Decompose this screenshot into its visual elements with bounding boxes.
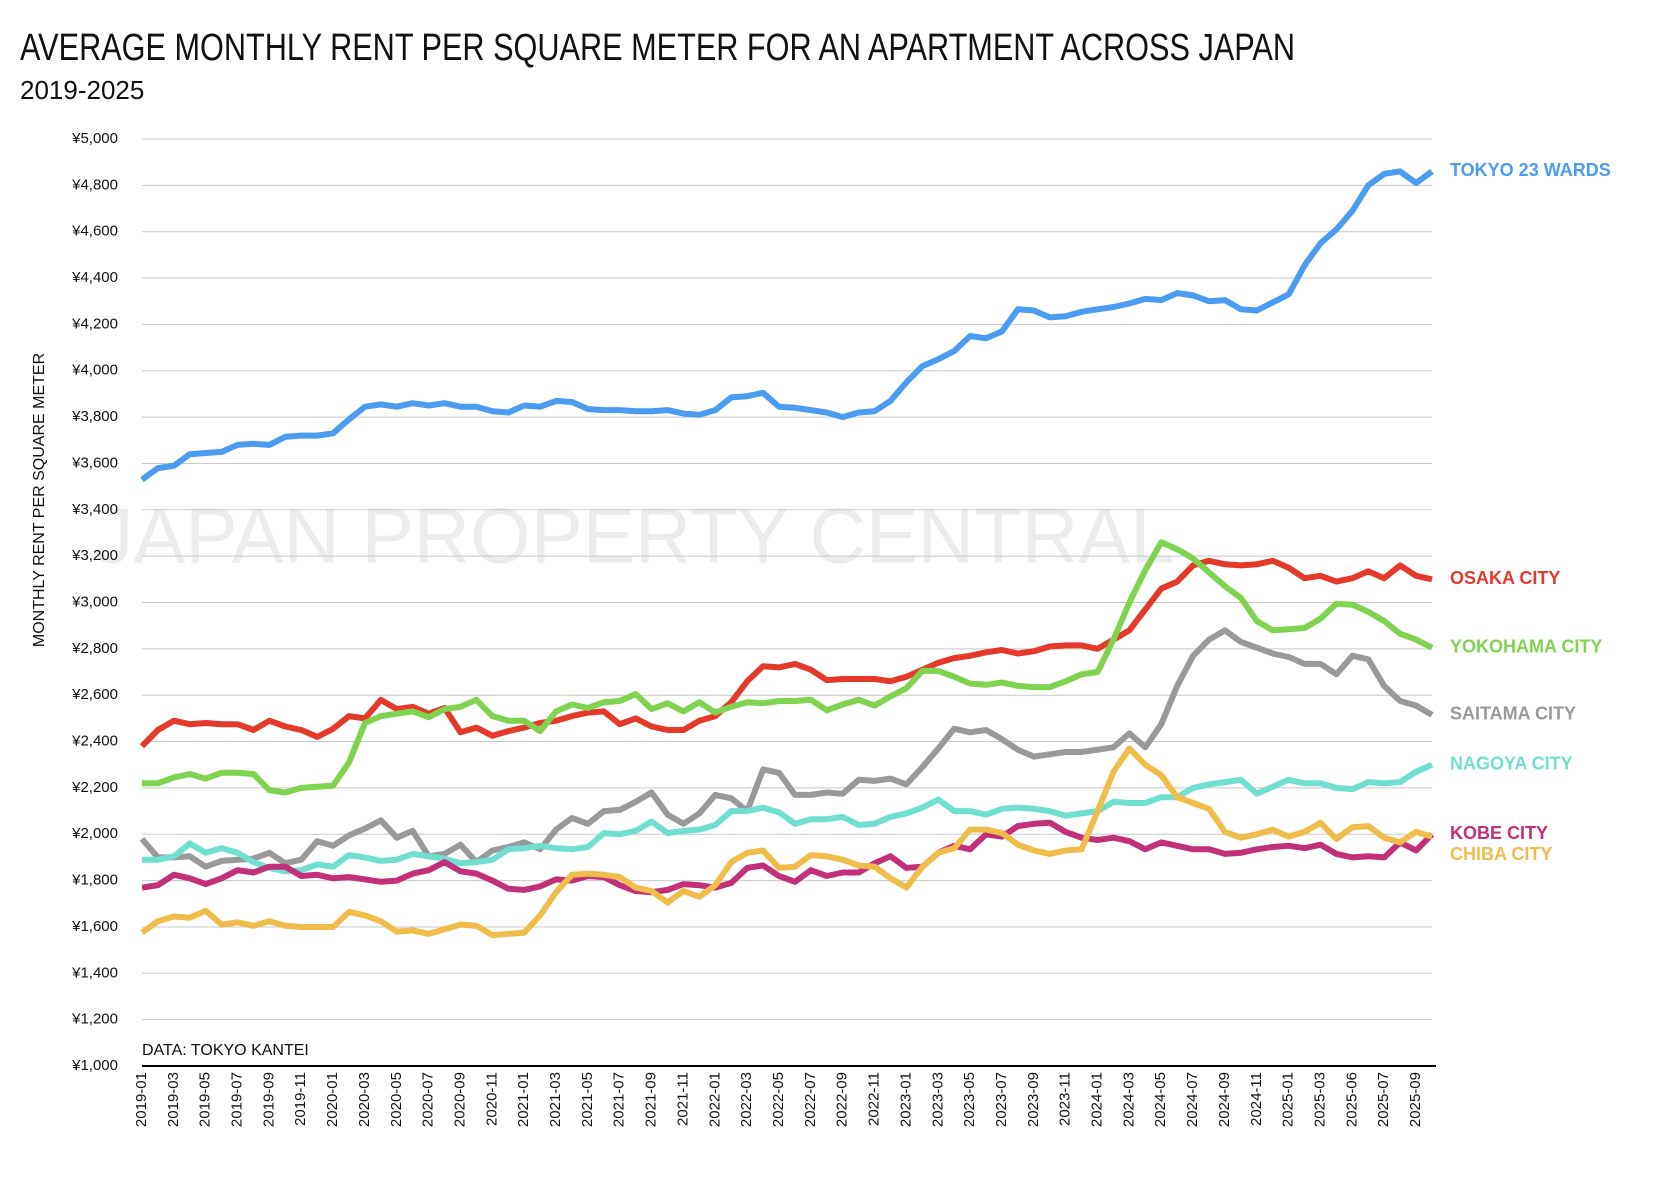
x-tick-label: 2025-07 [1375,1072,1392,1127]
legend-label: CHIBA CITY [1450,844,1552,864]
legend-label: NAGOYA CITY [1450,753,1573,773]
x-tick-label: 2021-09 [643,1072,660,1127]
legend-label: TOKYO 23 WARDS [1450,160,1611,180]
y-axis-title: MONTHLY RENT PER SQUARE METER [31,353,48,647]
y-tick-label: ¥3,400 [71,501,118,518]
x-tick-label: 2023-03 [929,1072,946,1127]
x-tick-label: 2021-07 [611,1072,628,1127]
x-tick-label: 2025-06 [1343,1072,1360,1127]
series-line [139,627,1434,870]
y-tick-label: ¥2,600 [71,686,118,703]
x-tick-label: 2021-05 [579,1072,596,1127]
x-tick-label: 2024-07 [1184,1072,1201,1127]
x-tick-label: 2020-07 [420,1072,437,1127]
x-tick-label: 2023-01 [897,1072,914,1127]
series-line [139,557,1433,749]
watermark: JAPAN PROPERTY CENTRAL [94,492,1173,580]
y-tick-label: ¥4,200 [71,315,118,332]
x-tick-label: 2022-05 [770,1072,787,1127]
y-tick-label: ¥2,400 [71,733,118,750]
series-line [142,761,1434,875]
x-tick-label: 2020-05 [388,1072,405,1127]
y-tick-label: ¥5,000 [71,130,118,147]
x-tick-label: 2024-05 [1152,1072,1169,1127]
x-tick-label: 2019-05 [197,1072,214,1127]
y-tick-label: ¥4,600 [71,223,118,240]
y-tick-label: ¥3,600 [71,454,118,471]
x-tick-label: 2022-07 [802,1072,819,1127]
x-tick-label: 2020-01 [324,1072,341,1127]
y-tick-label: ¥2,800 [71,640,118,657]
x-tick-label: 2024-01 [1089,1072,1106,1127]
x-tick-label: 2022-01 [706,1072,723,1127]
y-tick-label: ¥1,600 [71,918,118,935]
x-tick-label: 2024-11 [1248,1072,1265,1126]
y-tick-label: ¥1,800 [71,872,118,889]
x-tick-label: 2025-03 [1311,1072,1328,1127]
legend-label: KOBE CITY [1450,823,1548,843]
x-tick-label: 2022-11 [866,1072,883,1126]
x-tick-label: 2022-03 [738,1072,755,1127]
x-tick-label: 2023-09 [1025,1072,1042,1127]
x-tick-label: 2019-09 [260,1072,277,1127]
y-tick-label: ¥4,000 [71,362,118,379]
x-tick-label: 2021-11 [674,1072,691,1126]
x-tick-label: 2021-01 [515,1072,532,1127]
source-note: DATA: TOKYO KANTEI [142,1042,309,1059]
x-tick-label: 2023-11 [1057,1072,1074,1126]
y-tick-label: ¥3,000 [71,593,118,610]
x-tick-label: 2020-03 [356,1072,373,1127]
x-tick-label: 2019-07 [229,1072,246,1127]
y-tick-label: ¥1,000 [71,1057,118,1074]
y-tick-label: ¥4,800 [71,176,118,193]
series-line [140,745,1433,939]
series-line [142,539,1434,796]
x-tick-label: 2025-01 [1280,1072,1297,1127]
x-tick-label: 2019-01 [133,1072,150,1127]
x-tick-label: 2022-09 [834,1072,851,1127]
x-tick-label: 2019-03 [165,1072,182,1127]
x-tick-label: 2023-05 [961,1072,978,1127]
x-tick-label: 2020-11 [483,1072,500,1126]
series-line [140,168,1434,483]
x-tick-label: 2024-03 [1120,1072,1137,1127]
x-tick-label: 2020-09 [451,1072,468,1127]
legend-label: YOKOHAMA CITY [1450,636,1602,656]
y-tick-label: ¥2,200 [71,779,118,796]
x-tick-label: 2024-09 [1216,1072,1233,1127]
chart-title: AVERAGE MONTHLY RENT PER SQUARE METER FO… [20,27,1295,69]
y-tick-label: ¥2,000 [71,825,118,842]
legend-label: SAITAMA CITY [1450,704,1576,724]
series-line [141,819,1435,896]
y-tick-label: ¥1,400 [71,964,118,981]
x-tick-label: 2021-03 [547,1072,564,1127]
y-tick-label: ¥4,400 [71,269,118,286]
legend-label: OSAKA CITY [1450,568,1560,588]
y-tick-label: ¥3,200 [71,547,118,564]
x-tick-label: 2019-11 [292,1072,309,1126]
y-tick-label: ¥1,200 [71,1011,118,1028]
x-tick-label: 2025-09 [1407,1072,1424,1127]
chart-subtitle: 2019-2025 [20,75,144,105]
x-tick-label: 2023-07 [993,1072,1010,1127]
y-tick-label: ¥3,800 [71,408,118,425]
